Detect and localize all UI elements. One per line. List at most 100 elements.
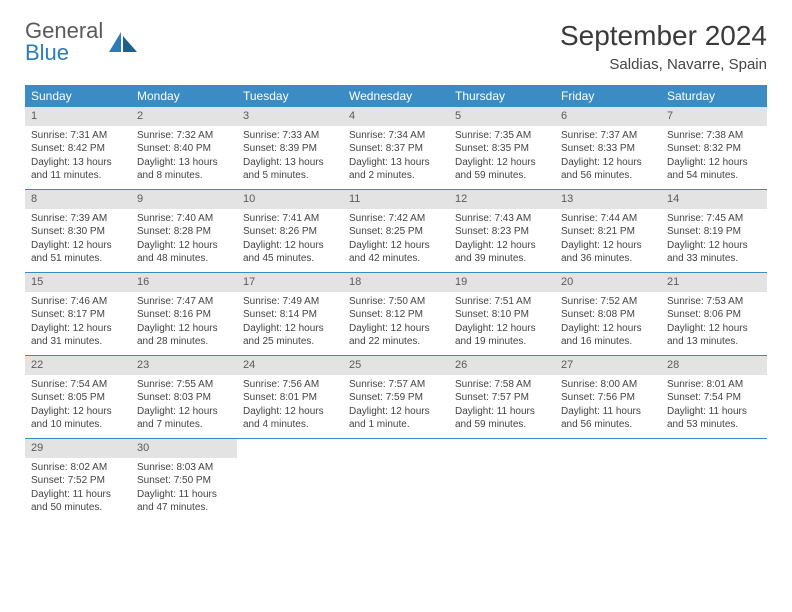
day-details: Sunrise: 8:03 AMSunset: 7:50 PMDaylight:… [131, 458, 237, 521]
day-number: 18 [343, 273, 449, 292]
sunrise-line: Sunrise: 7:50 AM [349, 295, 443, 309]
day-header: Tuesday [237, 85, 343, 107]
day-cell: 22Sunrise: 7:54 AMSunset: 8:05 PMDayligh… [25, 356, 131, 438]
sunset-line: Sunset: 8:12 PM [349, 308, 443, 322]
day-cell: 8Sunrise: 7:39 AMSunset: 8:30 PMDaylight… [25, 190, 131, 272]
day-cell: 28Sunrise: 8:01 AMSunset: 7:54 PMDayligh… [661, 356, 767, 438]
sunset-line: Sunset: 7:57 PM [455, 391, 549, 405]
daylight-line: Daylight: 12 hours and 56 minutes. [561, 156, 655, 183]
day-details: Sunrise: 7:53 AMSunset: 8:06 PMDaylight:… [661, 292, 767, 355]
day-details: Sunrise: 7:32 AMSunset: 8:40 PMDaylight:… [131, 126, 237, 189]
day-cell: 16Sunrise: 7:47 AMSunset: 8:16 PMDayligh… [131, 273, 237, 355]
sunrise-line: Sunrise: 7:54 AM [31, 378, 125, 392]
day-details: Sunrise: 7:57 AMSunset: 7:59 PMDaylight:… [343, 375, 449, 438]
daylight-line: Daylight: 12 hours and 51 minutes. [31, 239, 125, 266]
day-number: 8 [25, 190, 131, 209]
daylight-line: Daylight: 12 hours and 33 minutes. [667, 239, 761, 266]
day-number: 6 [555, 107, 661, 126]
sunset-line: Sunset: 8:32 PM [667, 142, 761, 156]
logo: General Blue [25, 20, 139, 64]
daylight-line: Daylight: 12 hours and 36 minutes. [561, 239, 655, 266]
day-details: Sunrise: 7:44 AMSunset: 8:21 PMDaylight:… [555, 209, 661, 272]
day-number: 21 [661, 273, 767, 292]
day-cell: 23Sunrise: 7:55 AMSunset: 8:03 PMDayligh… [131, 356, 237, 438]
daylight-line: Daylight: 12 hours and 42 minutes. [349, 239, 443, 266]
daylight-line: Daylight: 11 hours and 56 minutes. [561, 405, 655, 432]
day-details: Sunrise: 7:42 AMSunset: 8:25 PMDaylight:… [343, 209, 449, 272]
day-number: 19 [449, 273, 555, 292]
day-number: 15 [25, 273, 131, 292]
day-details: Sunrise: 7:37 AMSunset: 8:33 PMDaylight:… [555, 126, 661, 189]
day-cell [555, 439, 661, 521]
day-details: Sunrise: 7:39 AMSunset: 8:30 PMDaylight:… [25, 209, 131, 272]
day-number: 20 [555, 273, 661, 292]
day-cell: 30Sunrise: 8:03 AMSunset: 7:50 PMDayligh… [131, 439, 237, 521]
sunrise-line: Sunrise: 7:43 AM [455, 212, 549, 226]
day-number: 26 [449, 356, 555, 375]
day-cell: 14Sunrise: 7:45 AMSunset: 8:19 PMDayligh… [661, 190, 767, 272]
daylight-line: Daylight: 13 hours and 2 minutes. [349, 156, 443, 183]
day-cell [343, 439, 449, 521]
daylight-line: Daylight: 12 hours and 16 minutes. [561, 322, 655, 349]
sunrise-line: Sunrise: 7:45 AM [667, 212, 761, 226]
day-cell: 9Sunrise: 7:40 AMSunset: 8:28 PMDaylight… [131, 190, 237, 272]
location: Saldias, Navarre, Spain [560, 56, 767, 73]
day-header: Thursday [449, 85, 555, 107]
sunset-line: Sunset: 8:37 PM [349, 142, 443, 156]
day-cell: 21Sunrise: 7:53 AMSunset: 8:06 PMDayligh… [661, 273, 767, 355]
day-details: Sunrise: 7:51 AMSunset: 8:10 PMDaylight:… [449, 292, 555, 355]
day-details: Sunrise: 7:58 AMSunset: 7:57 PMDaylight:… [449, 375, 555, 438]
day-cell: 7Sunrise: 7:38 AMSunset: 8:32 PMDaylight… [661, 107, 767, 189]
sunset-line: Sunset: 8:30 PM [31, 225, 125, 239]
sunrise-line: Sunrise: 8:00 AM [561, 378, 655, 392]
sunset-line: Sunset: 8:33 PM [561, 142, 655, 156]
sunrise-line: Sunrise: 7:35 AM [455, 129, 549, 143]
sunset-line: Sunset: 7:59 PM [349, 391, 443, 405]
day-cell: 25Sunrise: 7:57 AMSunset: 7:59 PMDayligh… [343, 356, 449, 438]
sunrise-line: Sunrise: 8:03 AM [137, 461, 231, 475]
day-header: Saturday [661, 85, 767, 107]
day-header: Sunday [25, 85, 131, 107]
day-number: 2 [131, 107, 237, 126]
day-number: 25 [343, 356, 449, 375]
daylight-line: Daylight: 12 hours and 25 minutes. [243, 322, 337, 349]
week-row: 29Sunrise: 8:02 AMSunset: 7:52 PMDayligh… [25, 439, 767, 521]
week-row: 8Sunrise: 7:39 AMSunset: 8:30 PMDaylight… [25, 190, 767, 273]
day-number: 22 [25, 356, 131, 375]
week-row: 22Sunrise: 7:54 AMSunset: 8:05 PMDayligh… [25, 356, 767, 439]
sunrise-line: Sunrise: 7:31 AM [31, 129, 125, 143]
sunset-line: Sunset: 8:26 PM [243, 225, 337, 239]
sunrise-line: Sunrise: 7:44 AM [561, 212, 655, 226]
day-details: Sunrise: 7:40 AMSunset: 8:28 PMDaylight:… [131, 209, 237, 272]
day-cell: 2Sunrise: 7:32 AMSunset: 8:40 PMDaylight… [131, 107, 237, 189]
day-cell: 26Sunrise: 7:58 AMSunset: 7:57 PMDayligh… [449, 356, 555, 438]
sunset-line: Sunset: 8:28 PM [137, 225, 231, 239]
sunset-line: Sunset: 8:03 PM [137, 391, 231, 405]
day-number: 29 [25, 439, 131, 458]
day-details: Sunrise: 7:54 AMSunset: 8:05 PMDaylight:… [25, 375, 131, 438]
sunset-line: Sunset: 8:42 PM [31, 142, 125, 156]
day-details: Sunrise: 7:43 AMSunset: 8:23 PMDaylight:… [449, 209, 555, 272]
day-details: Sunrise: 8:02 AMSunset: 7:52 PMDaylight:… [25, 458, 131, 521]
day-number: 16 [131, 273, 237, 292]
sunset-line: Sunset: 8:16 PM [137, 308, 231, 322]
logo-text: General Blue [25, 20, 103, 64]
day-details: Sunrise: 7:47 AMSunset: 8:16 PMDaylight:… [131, 292, 237, 355]
sunrise-line: Sunrise: 7:32 AM [137, 129, 231, 143]
week-row: 15Sunrise: 7:46 AMSunset: 8:17 PMDayligh… [25, 273, 767, 356]
logo-word2: Blue [25, 40, 69, 65]
daylight-line: Daylight: 12 hours and 19 minutes. [455, 322, 549, 349]
daylight-line: Daylight: 12 hours and 1 minute. [349, 405, 443, 432]
day-number: 23 [131, 356, 237, 375]
day-number: 1 [25, 107, 131, 126]
sunrise-line: Sunrise: 7:37 AM [561, 129, 655, 143]
day-details: Sunrise: 8:00 AMSunset: 7:56 PMDaylight:… [555, 375, 661, 438]
day-cell [449, 439, 555, 521]
day-details: Sunrise: 7:34 AMSunset: 8:37 PMDaylight:… [343, 126, 449, 189]
day-number: 4 [343, 107, 449, 126]
sunset-line: Sunset: 8:01 PM [243, 391, 337, 405]
sunrise-line: Sunrise: 7:40 AM [137, 212, 231, 226]
sunrise-line: Sunrise: 7:58 AM [455, 378, 549, 392]
day-number: 5 [449, 107, 555, 126]
day-cell: 5Sunrise: 7:35 AMSunset: 8:35 PMDaylight… [449, 107, 555, 189]
